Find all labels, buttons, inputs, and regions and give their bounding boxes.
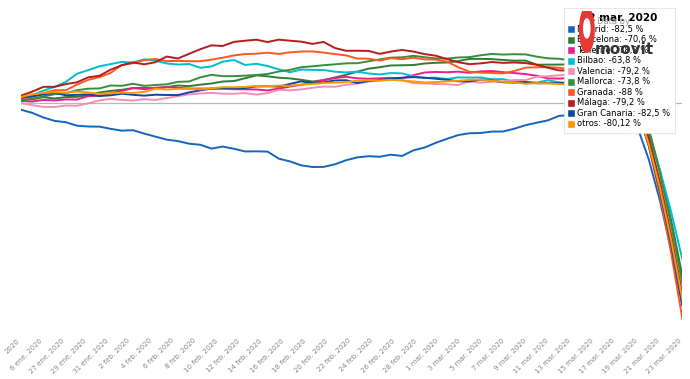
Circle shape — [584, 19, 590, 38]
Circle shape — [580, 8, 594, 52]
Text: moovit: moovit — [595, 42, 654, 57]
Text: Data by: Data by — [597, 17, 630, 26]
Legend: Madrid: -82,5 %, Barcelona: -70,6 %, Tenerife: -78,2 %, Bilbao: -63,8 %, Valenci: Madrid: -82,5 %, Barcelona: -70,6 %, Ten… — [564, 8, 675, 133]
